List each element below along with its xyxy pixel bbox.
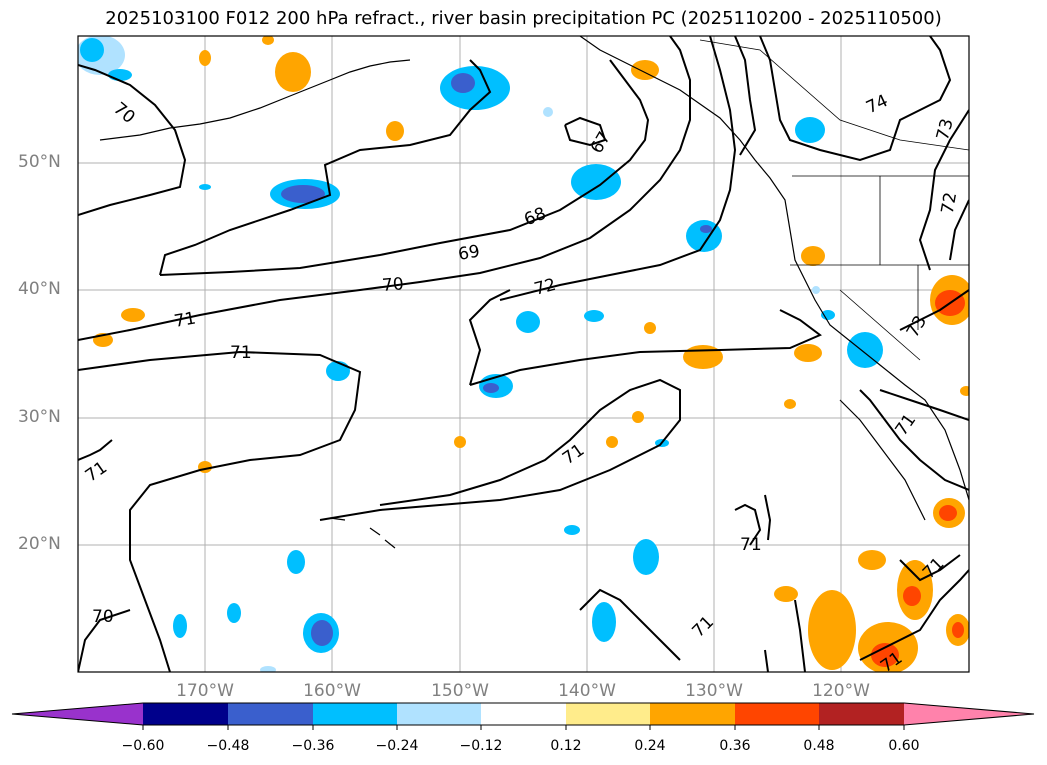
colorbar-tick-label: −0.24 [375, 738, 419, 754]
colorbar-segment [313, 703, 397, 725]
refractivity-contours [78, 36, 969, 672]
colorbar-tick-label: 0.48 [803, 738, 835, 754]
coastlines [99, 36, 969, 549]
negative-anomaly-areas [78, 36, 883, 672]
colorbar-segment [735, 703, 819, 725]
colorbar [11, 702, 1035, 730]
colorbar-tick-label: 0.12 [550, 738, 582, 754]
contour-label: 71 [173, 308, 198, 331]
colorbar-segment [650, 703, 735, 725]
colorbar-tick-label: 0.60 [888, 738, 920, 754]
lat-label-40n: 40°N [18, 279, 61, 299]
contour-label: 70 [92, 607, 114, 627]
colorbar-tick-label: −0.60 [121, 738, 165, 754]
lat-label-20n: 20°N [18, 534, 61, 554]
colorbar-tick-label: −0.48 [206, 738, 250, 754]
colorbar-segment [228, 703, 313, 725]
contour-label: 69 [457, 241, 482, 264]
contour-label: 71 [230, 343, 252, 363]
colorbar-segment [566, 703, 650, 725]
colorbar-tick-label: −0.36 [291, 738, 335, 754]
colorbar-tick-label: 0.36 [719, 738, 751, 754]
contour-label: 70 [381, 274, 404, 296]
colorbar-tick-label: −0.12 [459, 738, 503, 754]
lat-label-30n: 30°N [18, 407, 61, 427]
map-frame [77, 35, 970, 673]
plot-title: 2025103100 F012 200 hPa refract., river … [105, 8, 942, 29]
lon-label-170w: 170°W [176, 681, 234, 701]
colorbar-over-arrow [904, 703, 1034, 725]
lat-label-50n: 50°N [18, 152, 61, 172]
colorbar-tick-label: 0.24 [634, 738, 666, 754]
colorbar-segment [143, 703, 228, 725]
colorbar-segment [397, 703, 481, 725]
graticule [78, 36, 969, 672]
lon-label-120w: 120°W [812, 681, 870, 701]
contour-label: 71 [740, 535, 762, 555]
colorbar-segment [481, 703, 566, 725]
contour-label: 72 [938, 191, 961, 216]
lon-label-160w: 160°W [303, 681, 361, 701]
colorbar-under-arrow [12, 703, 143, 725]
lon-label-150w: 150°W [431, 681, 489, 701]
colorbar-segment [819, 703, 904, 725]
lon-label-130w: 130°W [685, 681, 743, 701]
lon-label-140w: 140°W [558, 681, 616, 701]
